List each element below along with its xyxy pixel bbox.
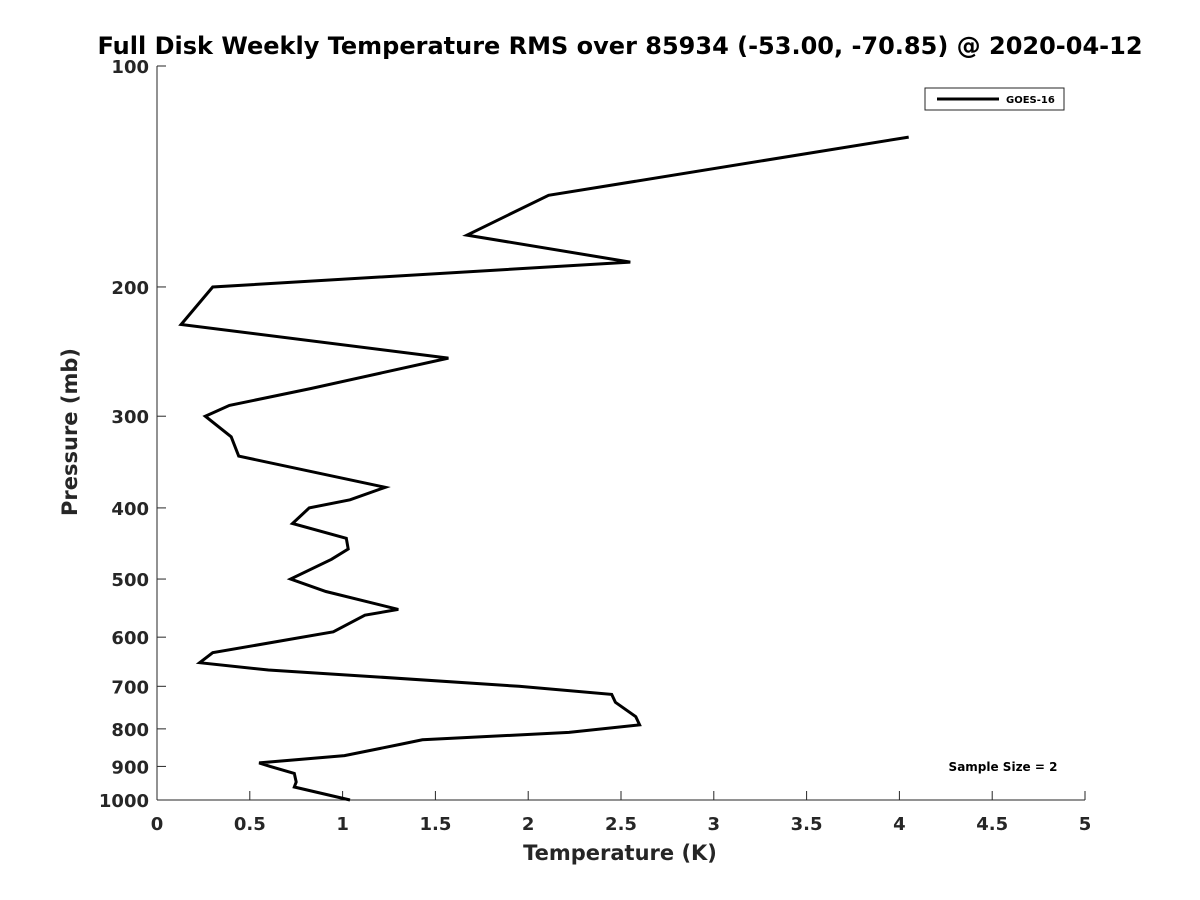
- axes: [156, 66, 1085, 801]
- sample-size-annotation: Sample Size = 2: [949, 760, 1058, 774]
- x-tick-label: 0: [151, 814, 164, 835]
- ticks: 0 0.5 1 1.5 2 2.5 3 3.5 4 4.5 5 100 200 300 400 500 600 7…: [99, 57, 1091, 835]
- chart-title: Full Disk Weekly Temperature RMS over 85…: [97, 32, 1142, 60]
- x-tick-label: 1.5: [419, 814, 451, 835]
- x-tick-label: 1: [336, 814, 349, 835]
- y-tick-label: 100: [111, 57, 149, 78]
- x-tick-label: 4.5: [976, 814, 1008, 835]
- y-tick-label: 900: [111, 757, 149, 778]
- x-axis-label: Temperature (K): [523, 841, 717, 865]
- x-tick-label: 3.5: [791, 814, 823, 835]
- series-line-goes-16: [178, 135, 909, 802]
- y-tick-label: 700: [111, 677, 149, 698]
- y-tick-label: 400: [111, 499, 149, 520]
- y-axis-label: Pressure (mb): [58, 348, 82, 516]
- legend: GOES-16: [924, 87, 1065, 111]
- x-tick-label: 4: [893, 814, 906, 835]
- x-tick-label: 2.5: [605, 814, 637, 835]
- x-tick-label: 2: [522, 814, 535, 835]
- x-tick-label: 0.5: [234, 814, 266, 835]
- legend-entry-goes-16: GOES-16: [1006, 95, 1055, 106]
- y-tick-label: 600: [111, 628, 149, 649]
- y-tick-label: 800: [111, 720, 149, 741]
- y-tick-label: 1000: [99, 791, 149, 812]
- series: [178, 135, 909, 802]
- x-tick-label: 5: [1079, 814, 1092, 835]
- y-tick-label: 300: [111, 407, 149, 428]
- x-tick-label: 3: [708, 814, 721, 835]
- y-tick-label: 500: [111, 570, 149, 591]
- y-tick-label: 200: [111, 278, 149, 299]
